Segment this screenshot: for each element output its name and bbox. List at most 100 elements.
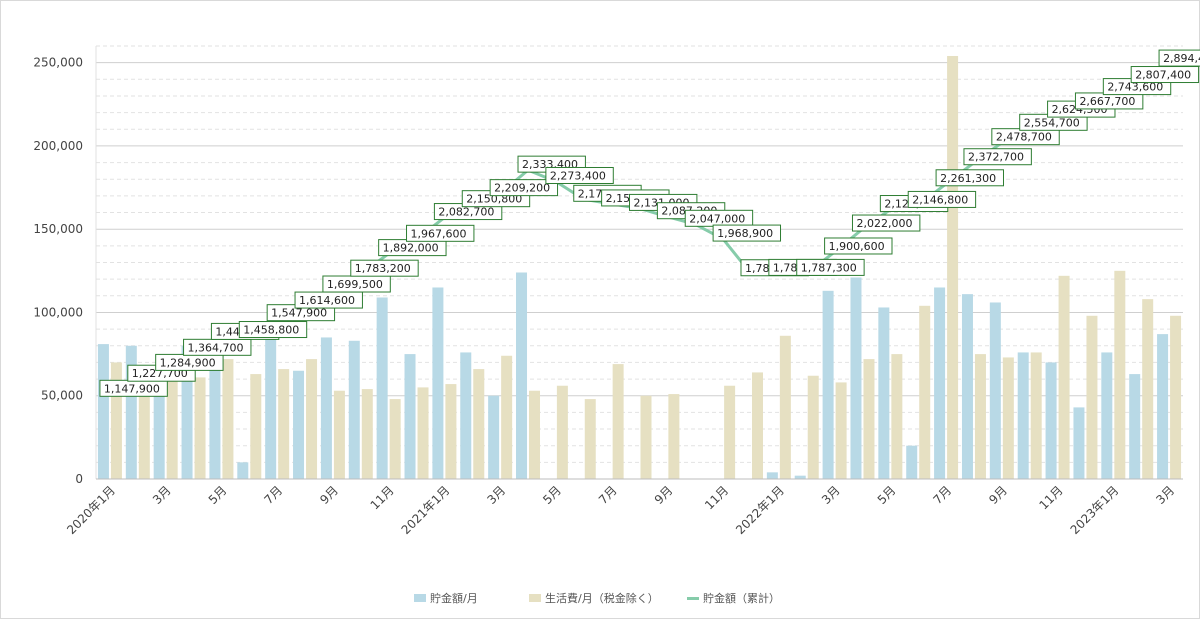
- living-cost-bar: [1142, 299, 1154, 479]
- savings-bar: [488, 395, 500, 479]
- data-label-text: 2,273,400: [550, 169, 606, 182]
- savings-bar: [265, 329, 277, 479]
- y-tick-label: 150,000: [33, 222, 83, 236]
- data-label-text: 1,892,000: [383, 242, 439, 255]
- living-cost-bar: [278, 369, 290, 479]
- y-tick-label: 100,000: [33, 305, 83, 319]
- legend-swatch: [529, 594, 541, 602]
- x-tick-label: 2020年1月: [64, 483, 118, 537]
- living-cost-bar: [250, 374, 262, 479]
- living-cost-bar: [724, 385, 736, 479]
- cumulative-data-label: 2,022,000: [851, 214, 921, 232]
- living-cost-bar: [1086, 315, 1098, 479]
- data-label-box: [824, 237, 893, 255]
- data-label-text: 2,478,700: [996, 131, 1052, 144]
- living-cost-bar: [306, 359, 318, 479]
- savings-bar: [878, 307, 890, 479]
- x-tick-label: 3月: [819, 483, 843, 507]
- living-cost-bar: [194, 377, 206, 479]
- living-cost-bar: [1058, 275, 1070, 479]
- cumulative-data-label: 2,082,700: [433, 203, 503, 221]
- data-label-text: 2,372,700: [968, 151, 1024, 164]
- x-tick-label: 3月: [1153, 483, 1177, 507]
- savings-bar: [906, 445, 918, 479]
- living-cost-bar: [1030, 352, 1042, 479]
- x-tick-label: 2022年1月: [733, 483, 787, 537]
- living-cost-bar: [640, 395, 652, 479]
- living-cost-bar: [584, 399, 596, 479]
- data-label-box: [1158, 49, 1200, 67]
- data-label-text: 2,554,700: [1024, 116, 1080, 129]
- savings-bar: [766, 472, 778, 479]
- living-cost-bar: [807, 375, 819, 479]
- data-label-box: [907, 190, 977, 208]
- living-cost-bar: [333, 390, 345, 479]
- x-tick-label: 9月: [652, 483, 676, 507]
- x-tick-label: 2023年1月: [1068, 483, 1122, 537]
- cumulative-data-label: 1,147,900: [99, 379, 168, 397]
- cumulative-data-label: 2,209,200: [489, 179, 559, 197]
- cumulative-data-label: 1,364,700: [183, 338, 252, 356]
- data-label-box: [350, 259, 419, 277]
- living-cost-bar: [863, 359, 875, 479]
- x-axis-tick-labels: 2020年1月 3月 5月 7月 9月 11月 2021年1月 3月 5月 7月 9月 11月 2022…: [64, 483, 1177, 537]
- data-label-box: [406, 224, 475, 242]
- living-cost-bar: [1114, 270, 1126, 479]
- data-label-text: 1,614,600: [299, 294, 355, 307]
- data-label-text: 2,022,000: [856, 217, 912, 230]
- data-label-box: [545, 166, 614, 184]
- savings-bar: [822, 290, 834, 479]
- cumulative-data-label: 1,547,900: [266, 304, 336, 322]
- x-tick-label: 5月: [206, 483, 230, 507]
- savings-bar: [97, 344, 109, 479]
- living-cost-bar: [612, 364, 624, 479]
- cumulative-data-label: 2,047,000: [684, 209, 754, 227]
- savings-bar: [293, 370, 305, 479]
- data-label-text: 2,894,400: [1163, 52, 1200, 65]
- savings-bar: [320, 337, 332, 479]
- cumulative-data-label: 2,554,700: [1019, 113, 1088, 131]
- data-label-box: [851, 214, 921, 232]
- data-label-text: 2,667,700: [1079, 95, 1135, 108]
- living-cost-bar: [501, 355, 513, 479]
- cumulative-data-label: 1,614,600: [294, 291, 363, 309]
- y-tick-label: 250,000: [33, 56, 83, 70]
- savings-bar: [1129, 374, 1141, 479]
- savings-bar: [850, 277, 862, 479]
- x-tick-label: 2021年1月: [399, 483, 453, 537]
- bars: [97, 55, 1182, 479]
- data-label-box: [712, 224, 782, 242]
- legend-label: 貯金額/月: [430, 591, 478, 605]
- savings-bar: [181, 345, 193, 479]
- data-label-text: 2,743,600: [1107, 81, 1163, 94]
- savings-bar: [348, 340, 360, 479]
- data-label-text: 2,261,300: [940, 172, 996, 185]
- cumulative-data-label: 2,807,400: [1130, 66, 1200, 84]
- x-tick-label: 5月: [875, 483, 899, 507]
- cumulative-data-label: 2,667,700: [1074, 92, 1144, 110]
- living-cost-bar: [835, 382, 847, 479]
- legend-item: 貯金額/月: [414, 591, 478, 605]
- data-label-text: 1,900,600: [829, 240, 885, 253]
- cumulative-data-label: 1,967,600: [406, 224, 475, 242]
- data-label-text: 1,787,300: [801, 261, 857, 274]
- legend-item: 生活費/月（税金除く）: [529, 591, 659, 605]
- x-tick-label: 3月: [150, 483, 174, 507]
- grid-lines: [95, 45, 1183, 480]
- x-tick-label: 3月: [484, 483, 508, 507]
- data-label-text: 1,967,600: [411, 227, 467, 240]
- cumulative-data-label: 1,458,800: [238, 321, 308, 339]
- x-tick-label: 7月: [262, 483, 286, 507]
- x-tick-label: 11月: [1037, 483, 1066, 512]
- savings-bar: [153, 385, 165, 479]
- savings-bar: [125, 345, 137, 479]
- savings-bar: [432, 287, 444, 479]
- cumulative-data-label: 2,261,300: [935, 169, 1004, 187]
- x-tick-label: 7月: [930, 483, 954, 507]
- living-cost-bar: [919, 305, 931, 479]
- data-label-text: 1,699,500: [327, 278, 383, 291]
- data-label-box: [963, 148, 1032, 166]
- y-tick-label: 50,000: [41, 389, 83, 403]
- savings-bar: [1073, 407, 1085, 479]
- savings-bar: [404, 354, 416, 479]
